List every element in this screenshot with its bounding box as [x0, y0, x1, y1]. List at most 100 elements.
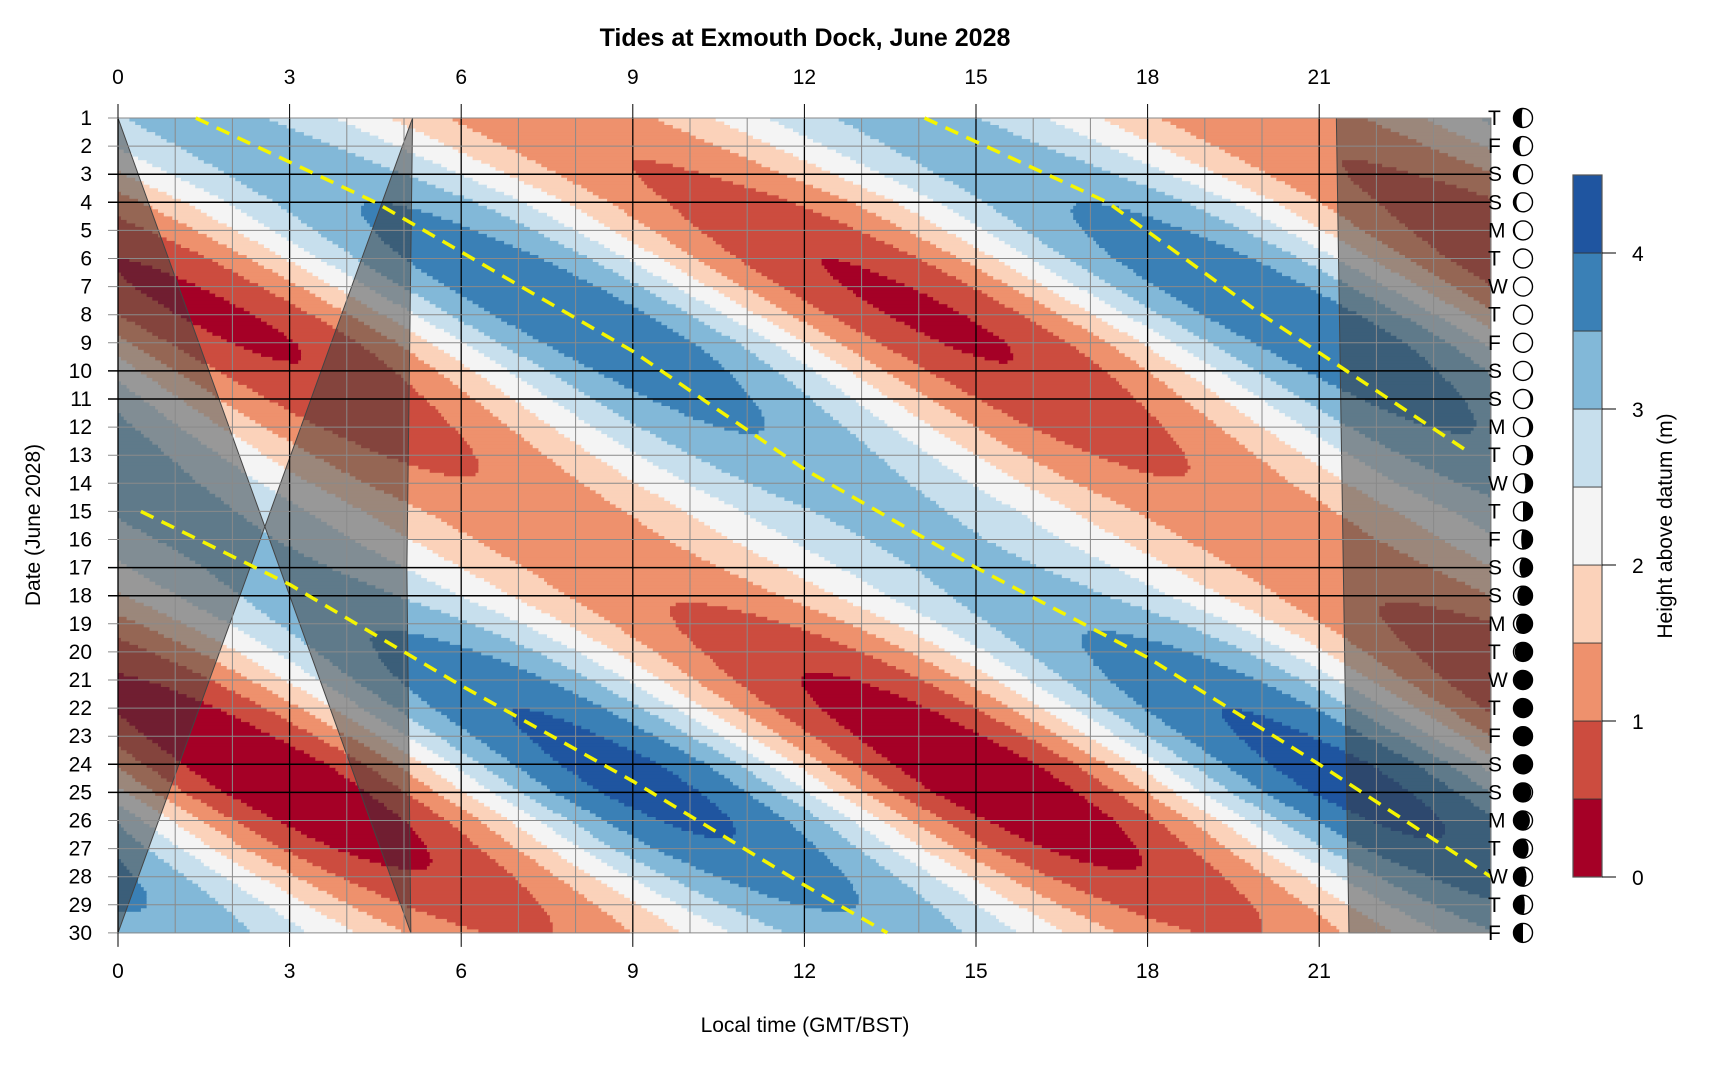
- contour-band-cell: [1242, 774, 1289, 779]
- contour-band-cell: [1184, 472, 1280, 477]
- contour-band-cell: [452, 381, 491, 386]
- contour-band-cell: [1004, 240, 1043, 245]
- contour-band-cell: [638, 725, 677, 730]
- contour-band-cell: [1199, 356, 1237, 361]
- contour-band-cell: [921, 613, 977, 618]
- contour-band-cell: [478, 304, 634, 309]
- contour-band-cell: [255, 637, 302, 642]
- contour-band-cell: [438, 792, 468, 797]
- contour-band-cell: [601, 430, 651, 435]
- contour-band-cell: [1176, 392, 1217, 397]
- contour-band-cell: [787, 757, 817, 762]
- contour-band-cell: [1087, 799, 1129, 804]
- contour-band-cell: [489, 381, 528, 386]
- contour-band-cell: [690, 697, 725, 702]
- contour-band-cell: [272, 817, 402, 822]
- contour-band-cell: [964, 637, 1011, 642]
- contour-band-cell: [1038, 490, 1094, 495]
- contour-band-cell: [604, 736, 660, 741]
- contour-band-cell: [558, 402, 602, 407]
- contour-band-cell: [223, 297, 285, 302]
- contour-band-cell: [1207, 550, 1400, 555]
- contour-band-cell: [538, 743, 620, 748]
- contour-band-cell: [1136, 746, 1169, 751]
- contour-band-cell: [424, 132, 482, 137]
- contour-band-cell: [721, 244, 894, 249]
- contour-band-cell: [1030, 718, 1063, 723]
- contour-band-cell: [815, 402, 860, 407]
- contour-band-cell: [627, 476, 680, 481]
- contour-band-cell: [478, 328, 522, 333]
- contour-band-cell: [604, 616, 674, 621]
- contour-band-cell: [1099, 276, 1143, 281]
- contour-band-cell: [835, 750, 877, 755]
- contour-band-cell: [910, 325, 983, 330]
- contour-band-cell: [1279, 409, 1323, 414]
- contour-band-cell: [212, 613, 268, 618]
- contour-band-cell: [635, 451, 688, 456]
- contour-band-cell: [738, 153, 794, 158]
- contour-band-cell: [1299, 729, 1357, 734]
- contour-band-cell: [492, 655, 548, 660]
- contour-band-cell: [1056, 311, 1091, 316]
- contour-band-cell: [1247, 255, 1297, 260]
- contour-band-cell: [861, 265, 937, 270]
- contour-band-cell: [438, 637, 511, 642]
- contour-band-cell: [478, 602, 528, 607]
- contour-band-cell: [1099, 557, 1157, 562]
- contour-band-cell: [1299, 634, 1343, 639]
- contour-band-cell: [587, 634, 631, 639]
- contour-band-cell: [489, 546, 682, 551]
- contour-band-cell: [466, 792, 497, 797]
- contour-band-cell: [521, 827, 554, 832]
- contour-band-cell: [512, 820, 542, 825]
- contour-band-cell: [1176, 153, 1232, 158]
- contour-band-cell: [309, 753, 351, 758]
- contour-band-cell: [764, 335, 797, 340]
- contour-band-cell: [455, 170, 505, 175]
- contour-band-cell: [1253, 420, 1297, 425]
- contour-band-cell: [824, 332, 865, 337]
- contour-band-cell: [1121, 384, 1169, 389]
- contour-band-cell: [672, 472, 731, 477]
- contour-band-cell: [392, 810, 434, 815]
- contour-band-cell: [681, 729, 714, 734]
- contour-band-cell: [890, 824, 920, 829]
- contour-band-cell: [444, 472, 477, 477]
- contour-band-cell: [535, 838, 568, 843]
- contour-band-cell: [209, 290, 271, 295]
- contour-band-cell: [524, 406, 565, 411]
- contour-band-cell: [1073, 479, 1289, 484]
- contour-band-cell: [681, 128, 740, 133]
- contour-band-cell: [318, 276, 354, 281]
- contour-band-cell: [166, 778, 208, 783]
- contour-band-cell: [844, 620, 891, 625]
- contour-band-cell: [569, 623, 617, 628]
- contour-band-cell: [1076, 219, 1163, 224]
- contour-band-cell: [752, 483, 911, 488]
- contour-band-cell: [924, 658, 963, 663]
- contour-band-cell: [692, 416, 765, 421]
- contour-band-cell: [541, 746, 628, 751]
- contour-band-cell: [1227, 374, 1266, 379]
- contour-band-cell: [1127, 694, 1292, 699]
- contour-band-cell: [1050, 497, 1112, 502]
- contour-band-cell: [221, 831, 256, 836]
- contour-band-cell: [461, 806, 491, 811]
- contour-band-cell: [258, 448, 305, 453]
- contour-band-cell: [1093, 490, 1306, 495]
- contour-band-cell: [509, 370, 551, 375]
- contour-band-cell: [850, 430, 900, 435]
- contour-band-cell: [1313, 223, 1355, 228]
- contour-band-cell: [1010, 687, 1043, 692]
- contour-band-cell: [538, 630, 582, 635]
- contour-band-cell: [1110, 121, 1172, 126]
- contour-band-cell: [441, 711, 511, 716]
- contour-band-cell: [418, 356, 457, 361]
- contour-band-cell: [589, 237, 628, 242]
- contour-band-cell: [1101, 202, 1192, 207]
- contour-band-cell: [149, 184, 196, 189]
- contour-band-cell: [712, 767, 748, 772]
- contour-band-cell: [484, 543, 677, 548]
- contour-band-cell: [189, 353, 262, 358]
